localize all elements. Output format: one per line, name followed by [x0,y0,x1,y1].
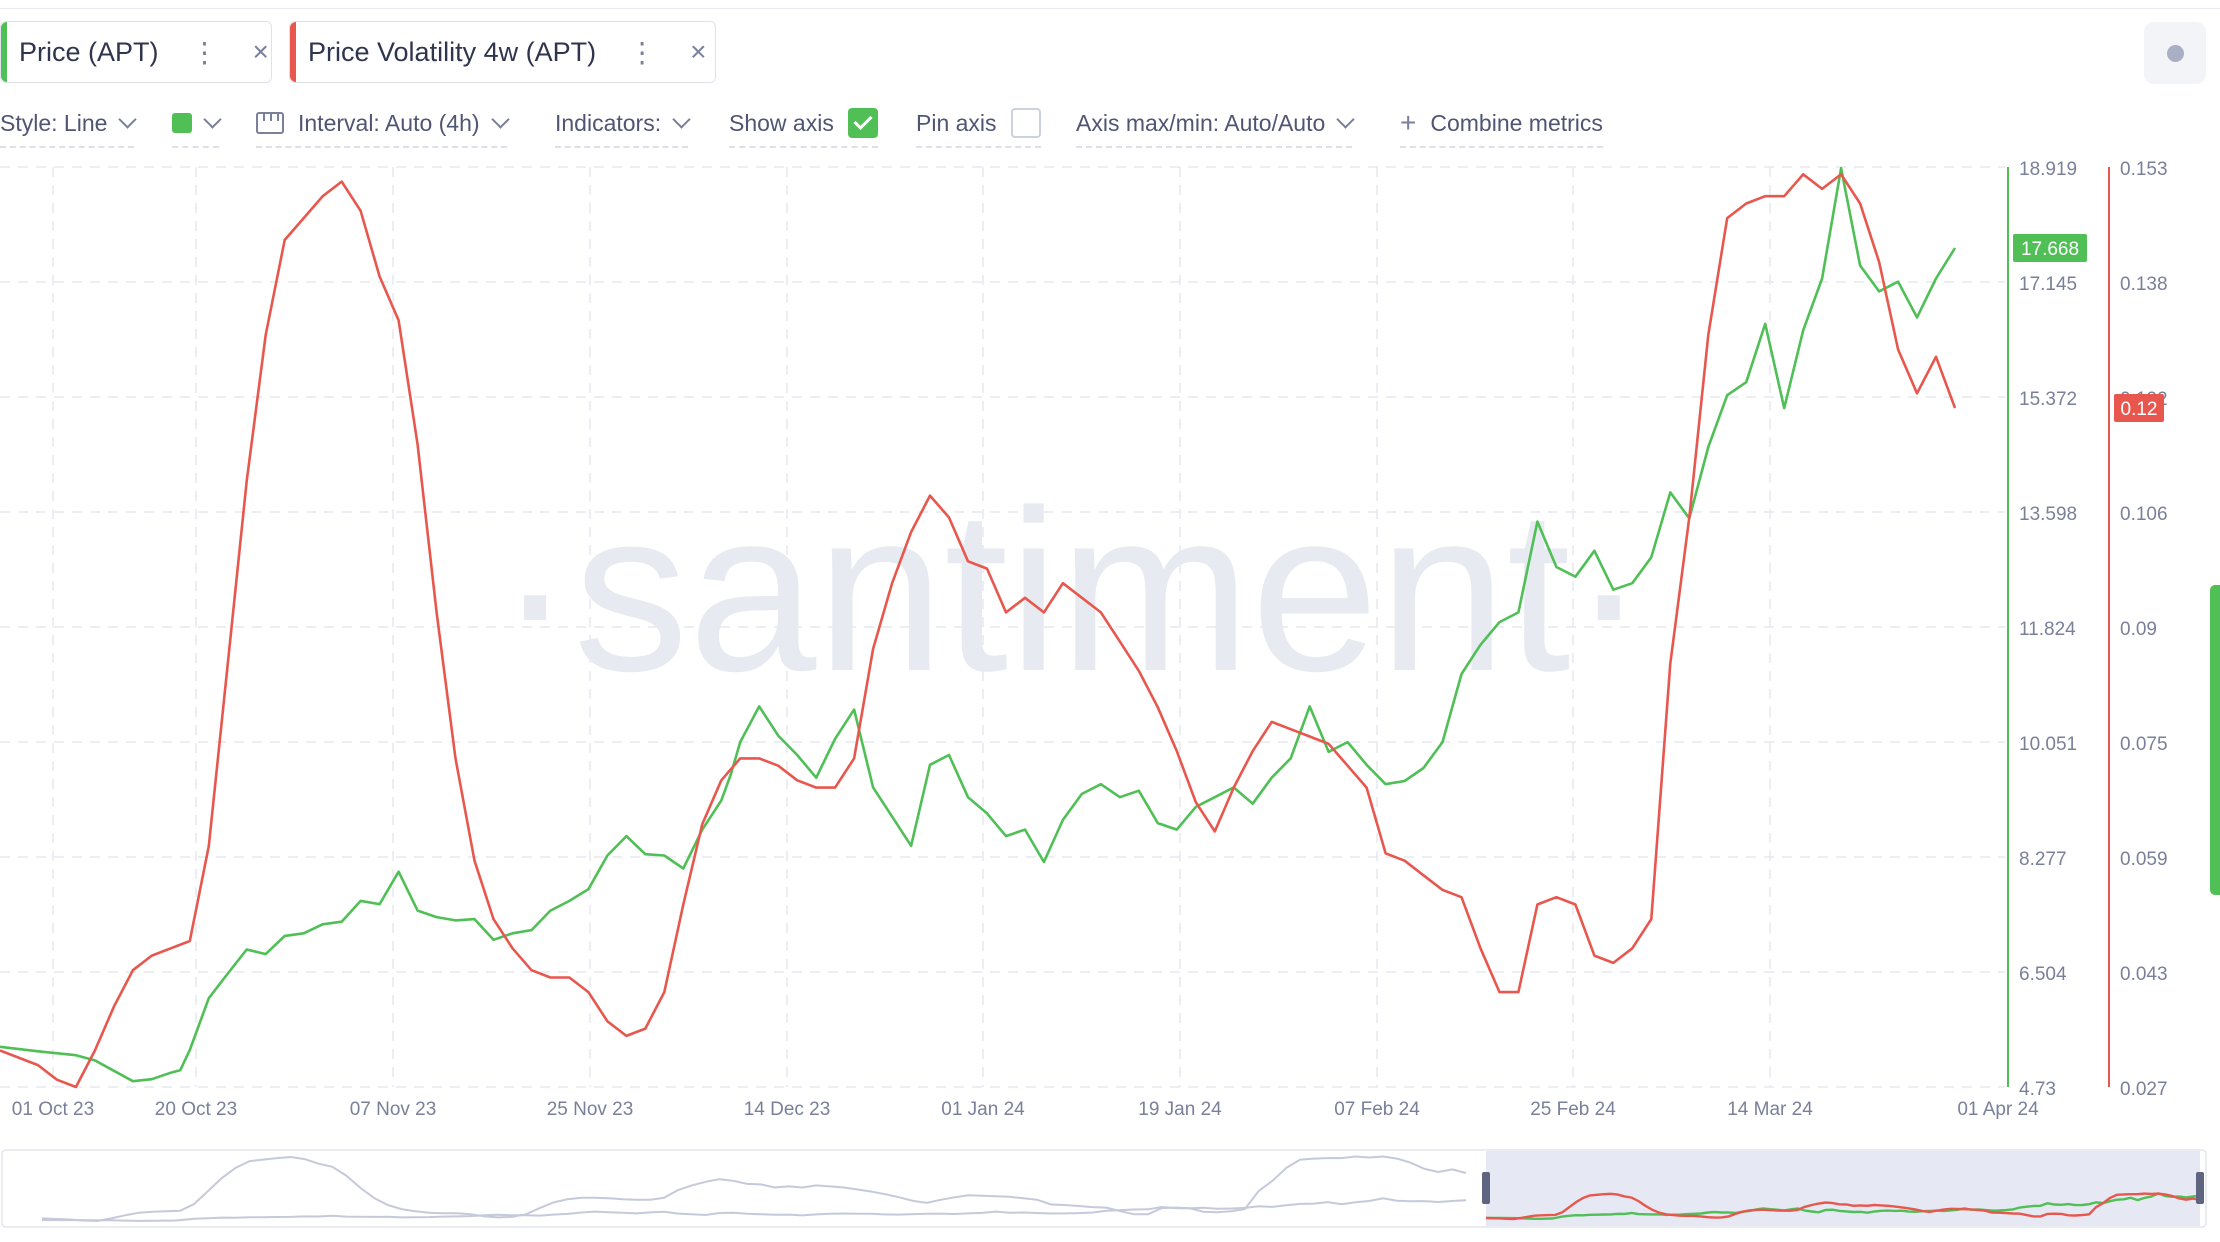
metric-color-bar [290,22,296,82]
pin-axis-checkbox[interactable] [1010,108,1041,138]
volatility-axis-tick-label: 0.106 [2120,504,2168,525]
navigator-price-line [1485,1192,2201,1220]
price-axis-tick-label: 6.504 [2019,964,2067,985]
axis-maxmin-label: Axis max/min: Auto/Auto [1076,109,1326,136]
volatility-axis-tick-label: 0.138 [2120,274,2168,295]
x-axis-tick-label: 19 Jan 24 [1138,1099,1222,1120]
metric-tab-volatility[interactable]: Price Volatility 4w (APT) ⋮ × [289,21,716,83]
volatility-series-line [0,173,1957,1089]
x-axis-tick-label: 07 Nov 23 [350,1099,437,1120]
show-axis-checkbox[interactable] [847,108,878,138]
record-button[interactable] [2144,22,2206,84]
price-last-value-label: 17.668 [2021,239,2079,260]
metric-tab-label: Price Volatility 4w (APT) [308,36,597,67]
pin-axis-toggle[interactable]: Pin axis [916,104,1041,148]
metric-tab-price[interactable]: Price (APT) ⋮ × [0,21,272,83]
record-dot-icon [2166,44,2184,62]
indicators-dropdown[interactable]: Indicators: [555,104,691,148]
axis-maxmin-dropdown[interactable]: Axis max/min: Auto/Auto [1076,104,1355,148]
combine-metrics-button[interactable]: + Combine metrics [1400,104,1603,148]
x-axis-tick-label: 01 Apr 24 [1957,1099,2039,1120]
price-axis-tick-label: 11.824 [2019,619,2076,640]
x-axis-tick-label: 20 Oct 23 [155,1099,237,1120]
x-axis-tick-label: 14 Mar 24 [1727,1099,1813,1120]
x-axis-tick-label: 25 Feb 24 [1530,1099,1616,1120]
color-swatch [172,113,192,133]
volatility-axis-tick-label: 0.043 [2120,964,2168,985]
navigator-right-handle[interactable] [2196,1172,2204,1204]
volatility-axis-tick-label: 0.09 [2120,619,2157,640]
metric-tab-label: Price (APT) [19,36,159,67]
price-axis-tick-label: 18.919 [2019,159,2077,180]
navigator[interactable] [1,1149,2207,1228]
navigator-left-handle[interactable] [1482,1172,1490,1204]
show-axis-label: Show axis [729,109,834,136]
navigator-overview-line [41,1197,1467,1222]
price-axis-tick-label: 10.051 [2019,734,2077,755]
volatility-axis-tick-label: 0.027 [2120,1079,2168,1100]
plus-icon: + [1400,107,1417,138]
price-last-value-badge [2013,233,2087,262]
show-axis-toggle[interactable]: Show axis [729,104,878,148]
chart-grid [0,166,2005,1088]
indicators-label: Indicators: [555,109,662,136]
pin-axis-label: Pin axis [916,109,997,136]
x-axis-tick-label: 07 Feb 24 [1334,1099,1420,1120]
price-axis-tick-label: 17.145 [2019,274,2077,295]
close-icon[interactable]: × [252,36,269,67]
side-panel-handle[interactable] [2210,585,2220,895]
price-axis-tick-label: 4.73 [2019,1079,2056,1100]
volatility-last-value-label: 0.12 [2121,399,2158,420]
navigator-volatility-line [1485,1192,2201,1221]
more-options-icon[interactable]: ⋮ [190,36,219,68]
volatility-last-value-badge [2114,393,2164,422]
price-axis-tick-label: 13.598 [2019,504,2077,525]
close-icon[interactable]: × [690,36,707,67]
series-layer [0,166,1957,1089]
price-axis-tick-label: 15.372 [2019,389,2077,410]
volatility-axis-tick-label: 0.059 [2120,849,2168,870]
x-axis-tick-label: 01 Jan 24 [941,1099,1025,1120]
price-axis-tick-label: 8.277 [2019,849,2067,870]
metric-color-bar [1,22,7,82]
top-divider [0,8,2220,9]
volatility-axis-tick-label: 0.153 [2120,159,2168,180]
style-dropdown[interactable]: Style: Line [0,104,138,148]
x-axis-tick-label: 14 Dec 23 [744,1099,831,1120]
x-axis-tick-label: 25 Nov 23 [547,1099,634,1120]
interval-label: Interval: Auto (4h) [298,109,480,136]
interval-dropdown[interactable]: Interval: Auto (4h) [256,104,510,148]
calendar-icon [256,112,284,134]
chart-axes: 18.919 17.145 15.372 13.598 11.824 10.051 8.27… [12,159,2168,1120]
style-label: Style: Line [0,109,108,136]
volatility-axis-tick-label: 0.075 [2120,734,2168,755]
more-options-icon[interactable]: ⋮ [628,36,657,68]
color-dropdown[interactable] [172,104,222,148]
price-series-line [0,166,1957,1083]
navigator-overview-line [41,1155,1467,1223]
combine-metrics-label: Combine metrics [1430,109,1603,136]
x-axis-tick-label: 01 Oct 23 [12,1099,94,1120]
